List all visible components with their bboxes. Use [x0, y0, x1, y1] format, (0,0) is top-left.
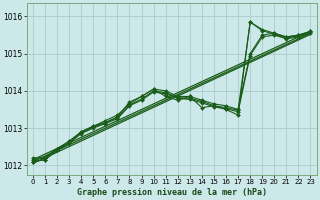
- X-axis label: Graphe pression niveau de la mer (hPa): Graphe pression niveau de la mer (hPa): [77, 188, 267, 197]
